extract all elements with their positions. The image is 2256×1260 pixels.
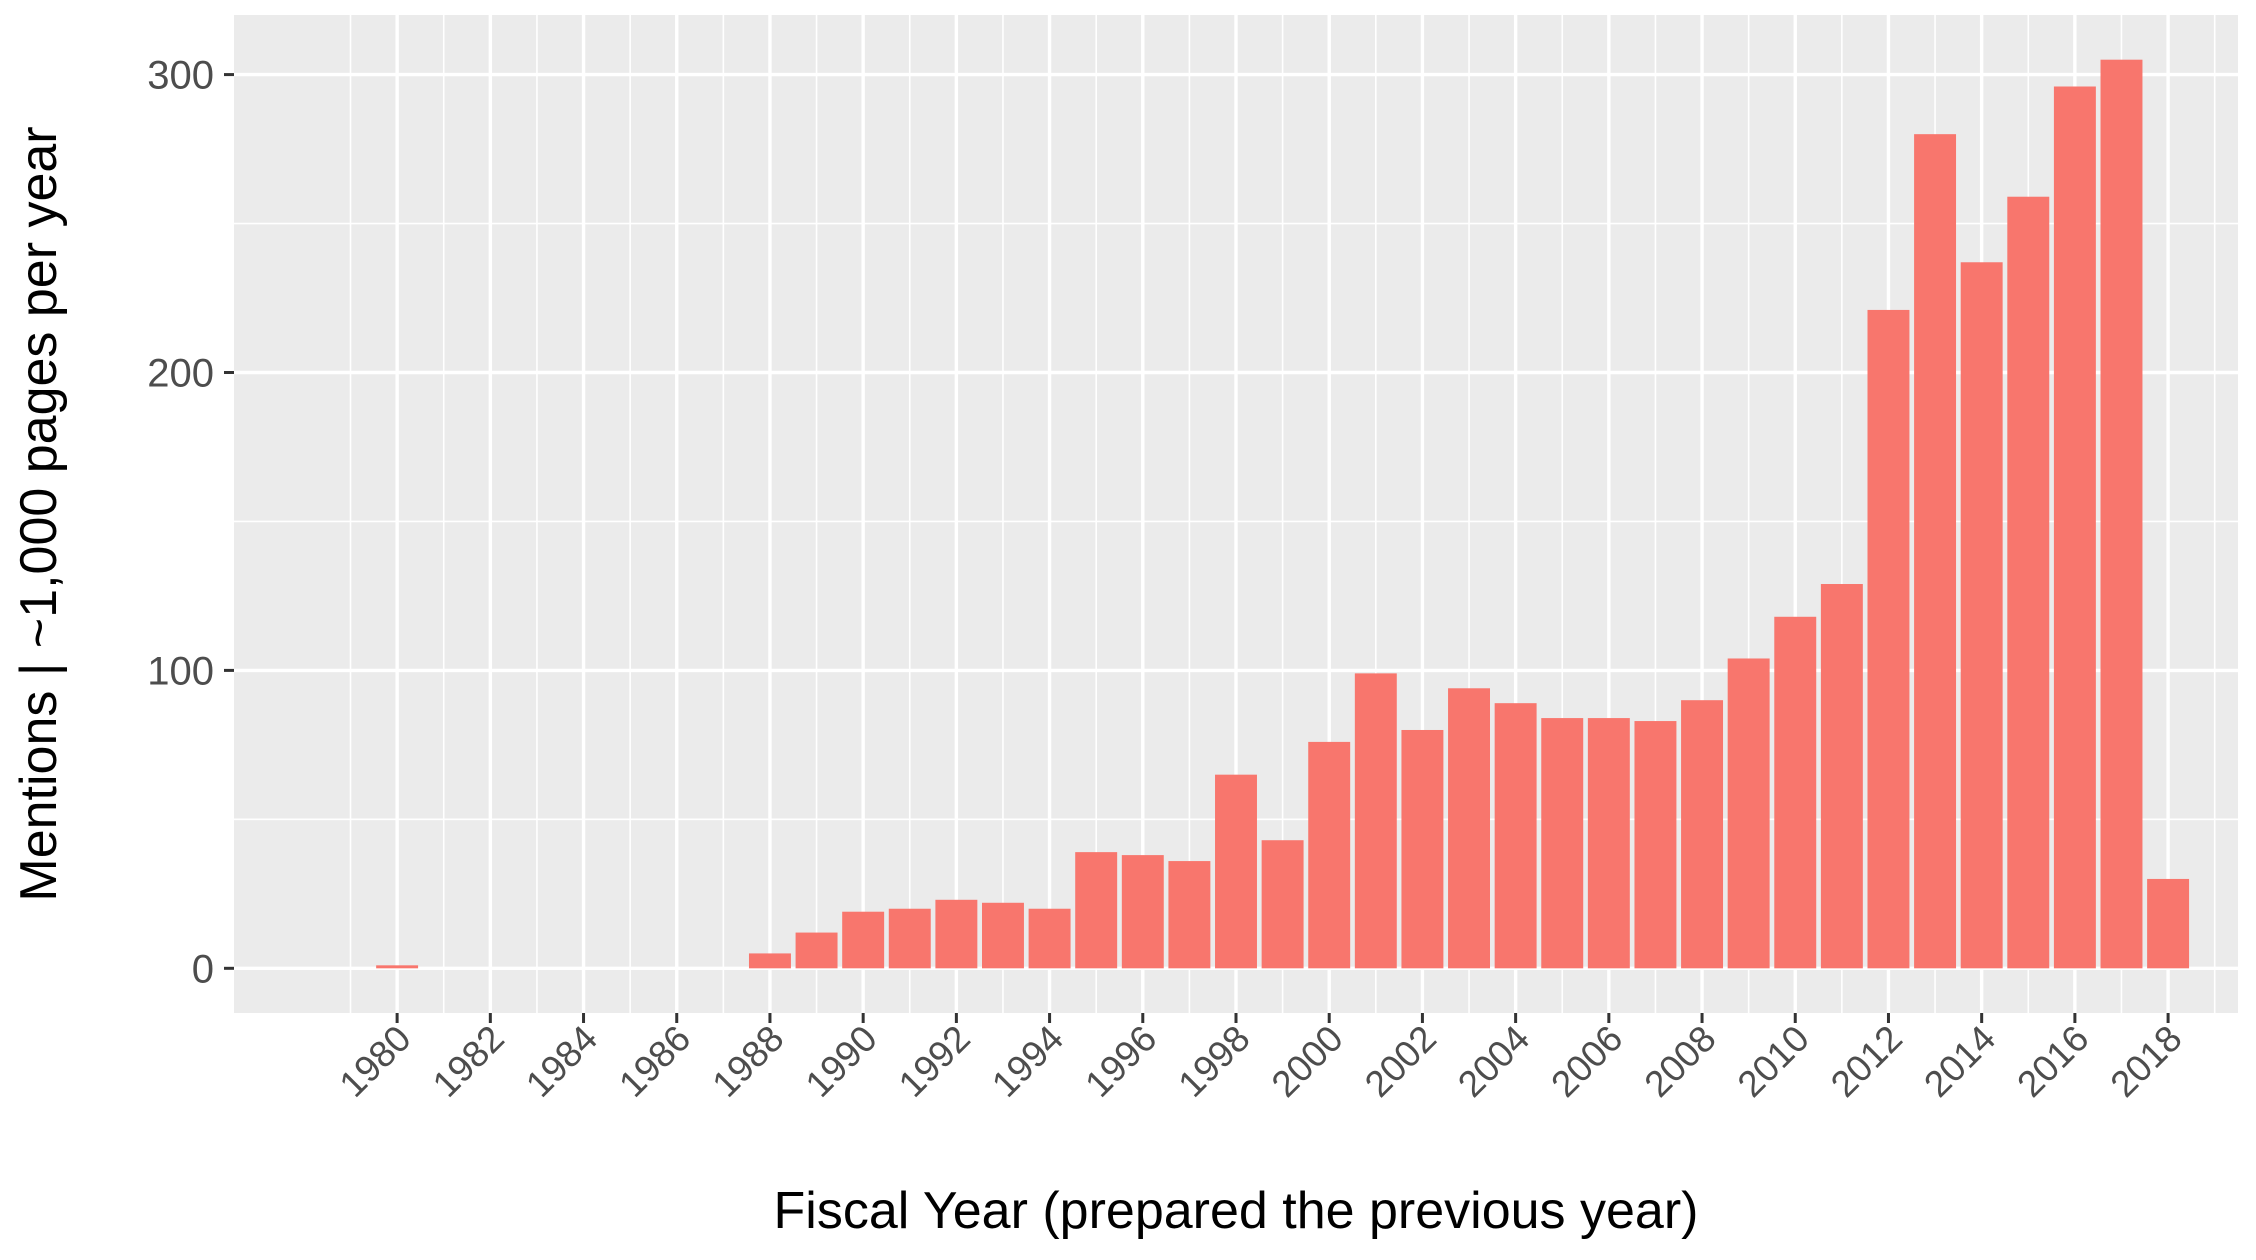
- bar: [2147, 878, 2190, 969]
- bar: [1261, 840, 1304, 969]
- bar: [1448, 688, 1490, 969]
- bar: [1028, 908, 1071, 969]
- bar: [1914, 134, 1957, 969]
- x-tick-label: 1992: [891, 1018, 978, 1105]
- x-axis: 1980 1982 1984 1986 1988 1990 1992 1994 1996 1998…: [332, 1013, 2190, 1105]
- y-axis: 0 100 200 300: [147, 54, 234, 991]
- bar: [1634, 721, 1677, 969]
- bar: [935, 899, 978, 969]
- x-tick-label: 2014: [1916, 1018, 2003, 1105]
- bar: [1960, 262, 2003, 969]
- bar: [1354, 673, 1397, 969]
- bar: [1168, 861, 1211, 969]
- bar: [1727, 658, 1770, 969]
- bar: [1121, 855, 1164, 969]
- bar: [1681, 700, 1724, 969]
- bar: [1494, 703, 1537, 969]
- y-tick-label: 100: [147, 649, 214, 693]
- x-tick-label: 2004: [1450, 1018, 1537, 1105]
- bar: [842, 911, 885, 969]
- bar: [982, 902, 1024, 969]
- y-tick-label: 200: [147, 351, 214, 395]
- x-tick-label: 1984: [518, 1018, 605, 1105]
- x-tick-label: 1986: [611, 1018, 698, 1105]
- x-tick-label: 2010: [1730, 1018, 1817, 1105]
- x-tick-label: 1990: [798, 1018, 885, 1105]
- x-tick-label: 2018: [2103, 1018, 2190, 1105]
- bar: [2100, 59, 2143, 969]
- x-tick-label: 2012: [1823, 1018, 1910, 1105]
- y-tick-label: 0: [192, 947, 214, 991]
- bar: [2007, 196, 2050, 969]
- bar: [1774, 616, 1817, 969]
- x-tick-label: 2006: [1543, 1018, 1630, 1105]
- bar: [888, 908, 931, 969]
- bar: [1541, 718, 1584, 969]
- x-tick-label: 1982: [425, 1018, 512, 1105]
- bars: [376, 59, 2190, 969]
- bar: [1867, 309, 1910, 969]
- y-tick-label: 300: [147, 54, 214, 98]
- x-tick-label: 1996: [1077, 1018, 1164, 1105]
- x-tick-label: 2000: [1264, 1018, 1351, 1105]
- x-tick-label: 1988: [704, 1018, 791, 1105]
- bar: [1820, 584, 1863, 969]
- bar: [1308, 741, 1351, 969]
- x-tick-label: 1980: [332, 1018, 419, 1105]
- bar: [2053, 86, 2096, 969]
- bar: [1401, 729, 1444, 969]
- bar: [1587, 718, 1630, 969]
- x-tick-label: 2008: [1637, 1018, 1724, 1105]
- x-tick-label: 2016: [2009, 1018, 2096, 1105]
- x-tick-label: 1994: [984, 1018, 1071, 1105]
- bar: [376, 965, 419, 969]
- bar: [795, 932, 838, 969]
- bar: [748, 953, 791, 969]
- x-tick-label: 2002: [1357, 1018, 1444, 1105]
- x-tick-label: 1998: [1170, 1018, 1257, 1105]
- bar: [1075, 852, 1118, 969]
- bar: [1215, 774, 1257, 969]
- x-axis-title: Fiscal Year (prepared the previous year): [774, 1182, 1699, 1240]
- y-axis-title: Mentions | ~1,000 pages per year: [10, 126, 68, 901]
